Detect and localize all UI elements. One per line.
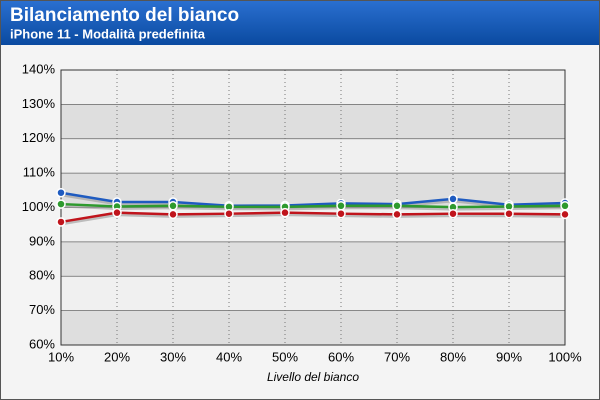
header: [1, 1, 599, 45]
series-line: [60, 191, 566, 208]
data-point: [448, 208, 458, 219]
x-tick-label: 60%: [328, 349, 354, 364]
data-point: [168, 201, 178, 211]
x-tick-label: 70%: [384, 349, 410, 364]
grid-band: [61, 310, 565, 345]
grid-band: [61, 241, 565, 277]
series-shadow: [60, 213, 566, 226]
y-tick-label: 80%: [29, 268, 55, 283]
y-tick-label: 120%: [22, 130, 56, 145]
x-tick-label: 90%: [496, 349, 522, 364]
y-tick-label: 110%: [23, 165, 56, 180]
y-tick-label: 130%: [22, 96, 56, 111]
x-tick-label: 50%: [272, 349, 298, 364]
data-point: [504, 208, 514, 219]
x-tick-label: 30%: [160, 349, 186, 364]
y-tick-label: 100%: [22, 199, 56, 214]
data-point: [560, 209, 570, 220]
data-point: [56, 217, 66, 227]
data-point: [336, 208, 346, 219]
data-point: [560, 201, 570, 211]
series-line: [60, 202, 566, 209]
data-point: [280, 207, 290, 218]
data-point: [56, 199, 66, 209]
y-tick-label: 70%: [29, 302, 55, 317]
x-tick-label: 100%: [548, 349, 582, 364]
y-tick-label: 90%: [29, 233, 55, 248]
plot-area: 60% 70% 80% 90% 100% 110% 120% 130% 140% 10% 20% 30…: [22, 61, 582, 364]
data-point: [112, 207, 122, 218]
series-shadow: [60, 204, 566, 211]
series-line: [60, 211, 566, 224]
y-tick-label: 140%: [22, 61, 56, 76]
x-tick-label: 10%: [48, 349, 74, 364]
grid-band: [61, 104, 565, 139]
data-point: [168, 209, 178, 220]
chart-title: Bilanciamento del bianco: [10, 5, 239, 26]
data-point: [392, 201, 402, 211]
x-tick-label: 40%: [216, 349, 242, 364]
data-point: [56, 187, 66, 198]
data-point: [392, 209, 402, 220]
data-point: [448, 194, 458, 204]
x-axis-label: Livello del bianco: [267, 370, 359, 384]
y-tick-label: 60%: [29, 336, 55, 351]
data-point: [224, 208, 234, 219]
x-tick-label: 20%: [104, 349, 130, 364]
x-tick-label: 80%: [440, 349, 466, 364]
chart-subtitle: iPhone 11 - Modalità predefinita: [10, 26, 206, 41]
data-point: [336, 201, 346, 211]
